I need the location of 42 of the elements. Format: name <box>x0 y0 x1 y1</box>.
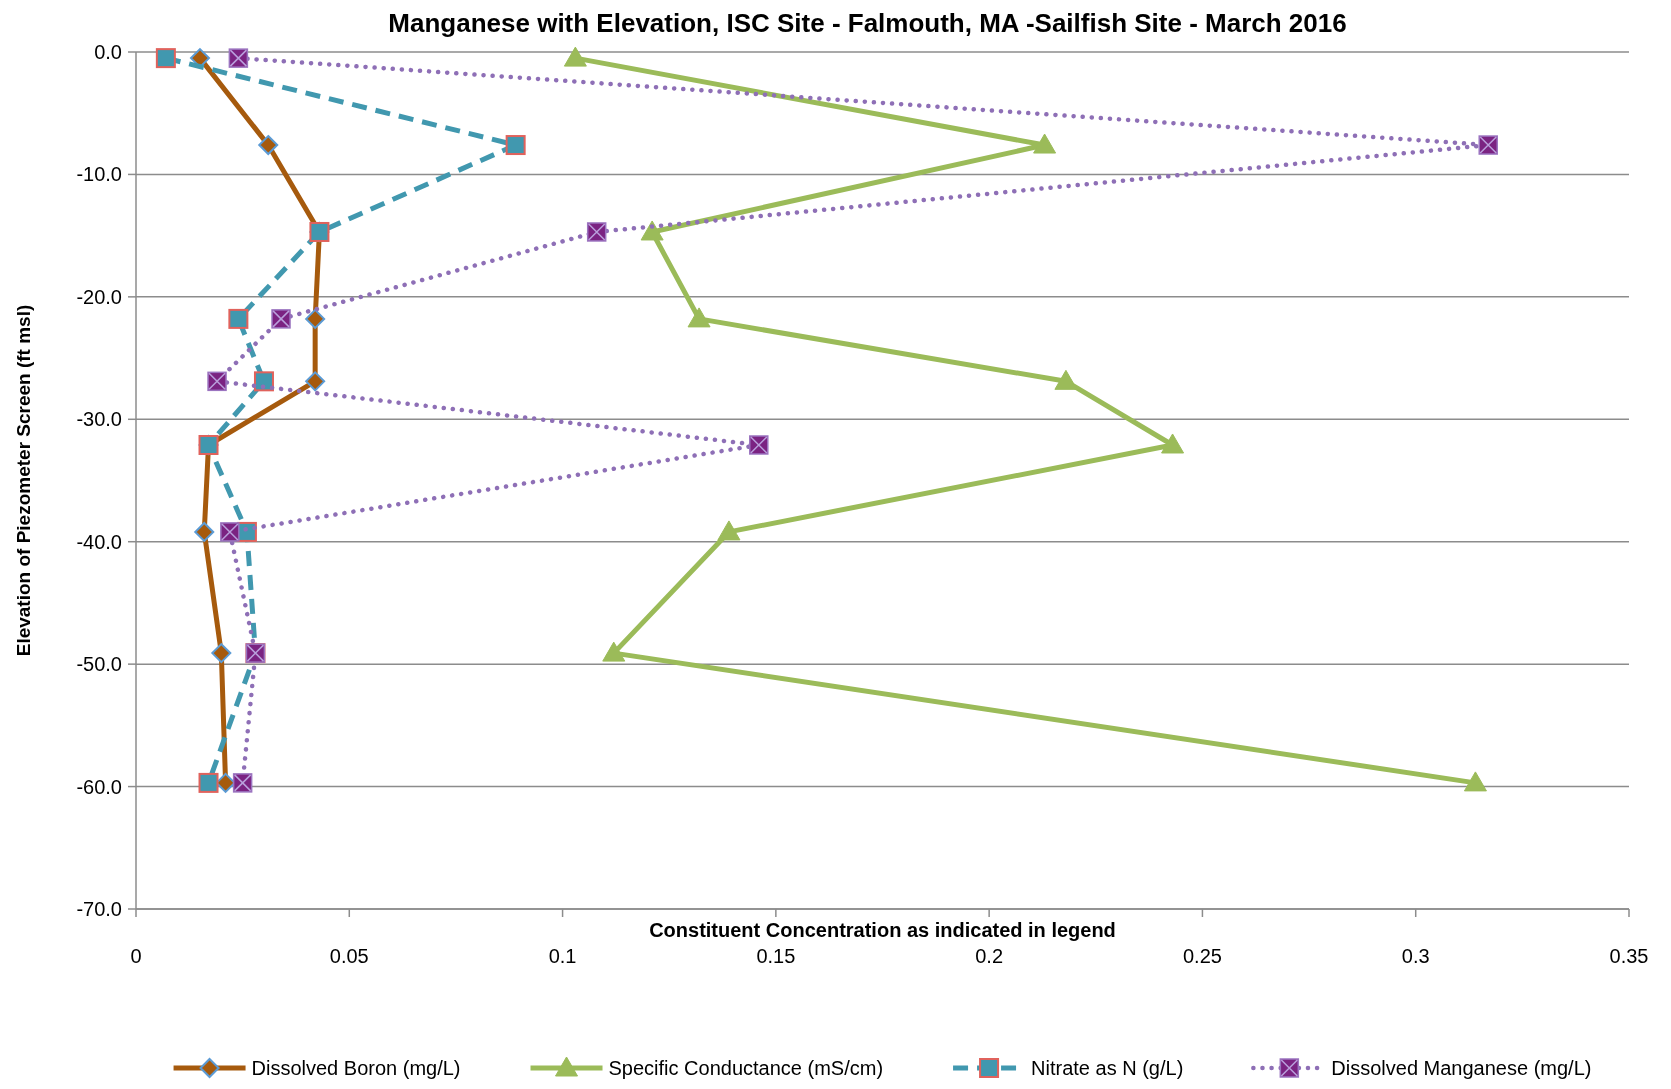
legend-label: Dissolved Manganese (mg/L) <box>1331 1057 1592 1079</box>
y-axis-title: Elevation of Piezometer Screen (ft msl) <box>13 304 34 657</box>
point <box>253 371 274 392</box>
point <box>640 220 664 241</box>
point <box>563 46 587 67</box>
point <box>194 521 215 542</box>
legend-label: Specific Conductance (mS/cm) <box>608 1057 884 1079</box>
y-tick-label: -50.0 <box>76 653 122 676</box>
x-tick-label: 0.2 <box>975 945 1004 967</box>
point <box>1463 771 1487 792</box>
y-tick-label: -10.0 <box>76 163 122 186</box>
point <box>1161 433 1185 454</box>
y-tick-label: 0.0 <box>94 41 122 63</box>
x-tick-label: 0.3 <box>1401 945 1430 967</box>
x-tick-label: 0 <box>130 945 142 967</box>
point <box>305 308 326 329</box>
legend-label: Nitrate as N (g/L) <box>1031 1057 1184 1079</box>
point <box>198 772 219 793</box>
y-tick-label: -60.0 <box>76 775 122 798</box>
y-tick-label: -20.0 <box>76 285 122 308</box>
x-axis-title: Constituent Concentration as indicated in legend <box>649 919 1116 941</box>
point <box>505 135 526 156</box>
point <box>687 307 711 328</box>
point <box>155 48 176 69</box>
point <box>1033 133 1057 154</box>
y-tick-label: -70.0 <box>76 898 122 920</box>
y-tick-label: -30.0 <box>76 408 122 431</box>
point <box>258 135 279 156</box>
y-tick-label: -40.0 <box>76 530 122 553</box>
point <box>305 371 326 392</box>
point <box>1054 369 1078 390</box>
chart-title: Manganese with Elevation, ISC Site - Falmouth, MA -Sailfish Site - March 2016 <box>388 8 1347 38</box>
legend-label: Dissolved Boron (mg/L) <box>251 1057 461 1079</box>
point <box>602 641 626 662</box>
point <box>717 520 741 541</box>
x-tick-label: 0.15 <box>756 945 796 967</box>
point <box>228 308 249 329</box>
x-tick-label: 0.25 <box>1182 945 1222 967</box>
x-tick-label: 0.05 <box>329 945 369 967</box>
x-tick-label: 0.1 <box>548 945 577 967</box>
x-tick-label: 0.35 <box>1609 945 1649 967</box>
point <box>211 643 232 664</box>
